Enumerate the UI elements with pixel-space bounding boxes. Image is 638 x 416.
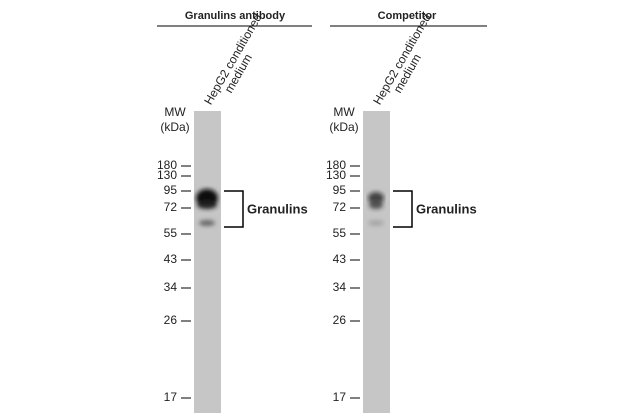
marker-label: 17 xyxy=(333,390,347,404)
marker-label: 34 xyxy=(333,280,347,294)
marker-label: 43 xyxy=(164,252,178,266)
marker-label: 17 xyxy=(164,390,178,404)
bracket xyxy=(224,190,244,228)
band-faint xyxy=(368,220,384,226)
marker-label: 72 xyxy=(164,200,178,214)
marker-label: 130 xyxy=(157,168,177,182)
band-lower xyxy=(369,201,383,209)
marker-label: 34 xyxy=(164,280,178,294)
lane-strip xyxy=(363,111,390,413)
mw-label: (kDa) xyxy=(160,120,189,134)
marker-label: 130 xyxy=(326,168,346,182)
panel-title: Competitor xyxy=(378,10,437,22)
bands xyxy=(368,192,384,226)
band-faint xyxy=(199,220,215,226)
band-label: Granulins xyxy=(416,201,477,216)
marker-label: 180 xyxy=(326,158,346,172)
bracket xyxy=(393,190,413,228)
marker-label: 55 xyxy=(333,226,347,240)
marker-label: 26 xyxy=(333,313,347,327)
marker-label: 72 xyxy=(333,200,347,214)
bands xyxy=(196,189,218,226)
lane-strip xyxy=(194,111,221,413)
panel-title: Granulins antibody xyxy=(185,10,286,22)
mw-label: MW xyxy=(333,105,355,119)
marker-label: 26 xyxy=(164,313,178,327)
marker-label: 95 xyxy=(164,183,178,197)
band-lower xyxy=(197,201,217,209)
marker-label: 43 xyxy=(333,252,347,266)
marker-label: 55 xyxy=(164,226,178,240)
marker-label: 95 xyxy=(333,183,347,197)
mw-label: (kDa) xyxy=(329,120,358,134)
band-main xyxy=(368,192,384,204)
mw-label: MW xyxy=(164,105,186,119)
band-label: Granulins xyxy=(247,201,308,216)
marker-label: 180 xyxy=(157,158,177,172)
